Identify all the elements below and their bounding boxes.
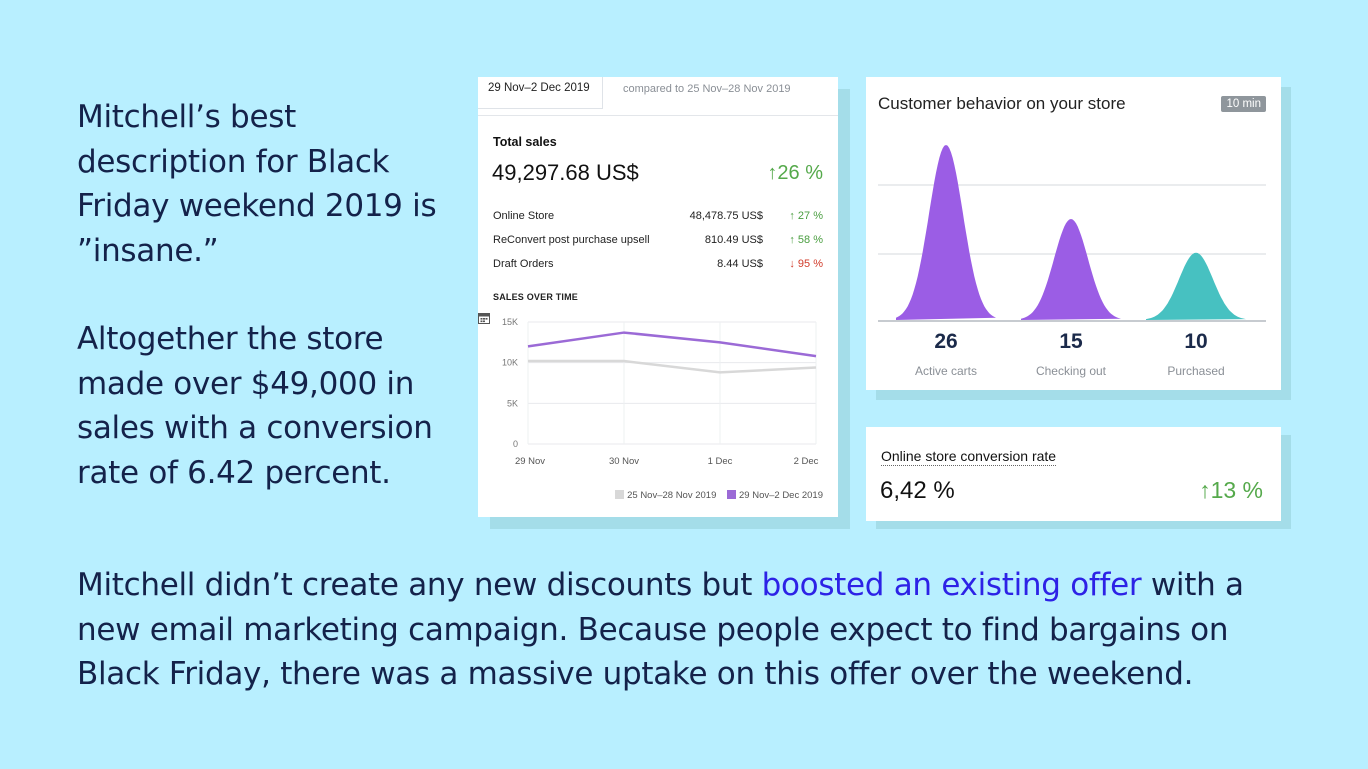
total-sales-value: 49,297.68 US$ xyxy=(492,160,639,185)
sales-row-name: Draft Orders xyxy=(493,258,554,270)
conversion-rate-title: Online store conversion rate xyxy=(881,448,1057,466)
bottom-text: Mitchell didn’t create any new discounts… xyxy=(77,563,1307,697)
x-tick-label: 29 Nov xyxy=(515,456,545,467)
total-sales-label: Total sales xyxy=(493,135,557,149)
sales-row-value: 8.44 US$ xyxy=(717,258,763,270)
legend-swatch-current xyxy=(727,490,737,499)
conversion-rate-card: Online store conversion rate 6,42 % ↑13 … xyxy=(866,427,1281,521)
date-range-label: 29 Nov–2 Dec 2019 xyxy=(488,82,590,94)
legend-swatch-previous xyxy=(615,490,625,499)
customer-behavior-card: Customer behavior on your store 10 min 2… xyxy=(866,77,1281,390)
offer-link[interactable]: boosted an existing offer xyxy=(761,567,1142,603)
sales-card: 29 Nov–2 Dec 2019 compared to 25 Nov–28 … xyxy=(478,77,838,517)
behavior-curve xyxy=(896,145,996,320)
y-tick-label: 10K xyxy=(502,358,518,368)
sales-row-change: ↑ 58 % xyxy=(789,234,823,246)
conversion-rate-value: 6,42 % xyxy=(880,477,955,504)
bottom-text-end: with a new email marketing campaign. Bec… xyxy=(77,567,1244,692)
purchased-count: 10 xyxy=(1184,330,1208,353)
sales-row: Draft Orders 8.44 US$ ↓ 95 % xyxy=(493,258,823,274)
behavior-curve xyxy=(1146,252,1246,320)
sales-row: ReConvert post purchase upsell 810.49 US… xyxy=(493,234,823,250)
intro-text: Mitchell’s best description for Black Fr… xyxy=(77,99,437,269)
sales-over-time-label: SALES OVER TIME xyxy=(493,292,579,302)
total-sales-change: ↑26 % xyxy=(767,162,823,184)
x-tick-label: 30 Nov xyxy=(609,456,639,467)
sales-row-name: Online Store xyxy=(493,210,555,222)
date-bar: 29 Nov–2 Dec 2019 compared to 25 Nov–28 … xyxy=(478,77,838,324)
calendar-icon xyxy=(478,313,490,324)
legend-current: 29 Nov–2 Dec 2019 xyxy=(739,490,823,501)
sales-row: Online Store 48,478.75 US$ ↑ 27 % xyxy=(493,210,823,226)
bottom-text-start: Mitchell didn’t create any new discounts… xyxy=(77,567,762,603)
sales-row-change: ↓ 95 % xyxy=(789,258,823,270)
checking-out-label: Checking out xyxy=(1035,364,1107,378)
purchased-label: Purchased xyxy=(1167,364,1225,378)
x-tick-label: 2 Dec xyxy=(794,456,819,467)
y-tick-label: 15K xyxy=(502,317,518,327)
chart-legend: 25 Nov–28 Nov 2019 29 Nov–2 Dec 2019 xyxy=(607,490,823,501)
y-tick-label: 0 xyxy=(513,439,518,449)
sales-row-change: ↑ 27 % xyxy=(789,210,823,222)
x-tick-label: 1 Dec xyxy=(708,456,733,467)
behavior-title: Customer behavior on your store xyxy=(878,94,1126,113)
date-range-button[interactable]: 29 Nov–2 Dec 2019 xyxy=(478,77,603,324)
behavior-curve xyxy=(1021,219,1121,320)
sales-row-name: ReConvert post purchase upsell xyxy=(493,234,650,246)
active-carts-count: 26 xyxy=(934,330,958,353)
y-tick-label: 5K xyxy=(507,398,518,408)
series-line xyxy=(527,331,817,358)
active-carts-label: Active carts xyxy=(914,364,977,378)
conversion-rate-change: ↑13 % xyxy=(1199,477,1263,503)
behavior-chart xyxy=(878,145,1266,322)
checking-out-count: 15 xyxy=(1059,330,1083,353)
time-window-badge: 10 min xyxy=(1221,96,1266,112)
compare-label: compared to 25 Nov–28 Nov 2019 xyxy=(623,83,791,95)
sales-row-value: 48,478.75 US$ xyxy=(689,210,763,222)
sales-row-value: 810.49 US$ xyxy=(704,234,763,246)
sales-over-time-chart: 0 5K 10K 15K 29 Nov 30 Nov 1 Dec 2 Dec xyxy=(502,317,819,467)
series-line xyxy=(528,359,817,374)
legend-previous: 25 Nov–28 Nov 2019 xyxy=(627,490,717,501)
stats-text: Altogether the store made over $49,000 i… xyxy=(77,321,433,491)
